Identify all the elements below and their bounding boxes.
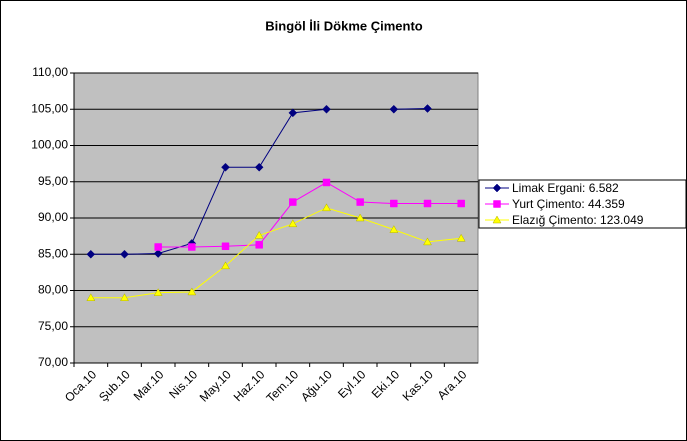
marker (492, 215, 502, 224)
marker (355, 213, 365, 222)
marker (153, 249, 163, 258)
legend-label: Elazığ Çimento: 123.049 (512, 213, 644, 227)
y-tick-label: 110,00 (32, 65, 68, 79)
series-line (90, 207, 462, 299)
marker (120, 293, 129, 301)
legend-label: Yurt Çimento: 44.359 (512, 197, 625, 211)
legend-box (478, 179, 687, 229)
y-tick-label: 105,00 (31, 101, 68, 115)
marker (154, 243, 162, 251)
y-tick-label: 90,00 (38, 210, 68, 224)
marker (86, 249, 96, 259)
marker (221, 242, 230, 251)
legend-label: Limak Ergani: 6.582 (512, 181, 619, 195)
marker (423, 237, 432, 246)
y-tick-label: 70,00 (38, 355, 68, 369)
marker (288, 219, 298, 228)
marker (289, 198, 297, 206)
marker (153, 288, 163, 296)
marker (255, 241, 263, 249)
marker (356, 198, 364, 206)
y-tick-label: 100,00 (31, 138, 68, 152)
marker (288, 108, 298, 118)
y-tick-label: 95,00 (38, 174, 68, 188)
marker (389, 104, 399, 114)
marker (493, 200, 501, 208)
marker (457, 199, 465, 208)
marker (120, 249, 129, 259)
y-tick-label: 80,00 (38, 283, 68, 297)
marker (423, 104, 432, 113)
marker (254, 162, 264, 172)
marker (322, 203, 331, 212)
marker (188, 243, 196, 251)
marker (456, 233, 466, 242)
marker (221, 162, 230, 172)
marker (254, 230, 264, 239)
marker (86, 293, 96, 301)
marker (187, 287, 197, 296)
marker (423, 199, 432, 208)
marker (389, 225, 399, 233)
y-tick-label: 75,00 (38, 319, 68, 333)
marker (322, 104, 331, 114)
marker (492, 183, 502, 193)
marker (322, 178, 331, 187)
marker (390, 199, 398, 208)
chart-title: Bingöl İli Dökme Çimento (265, 18, 423, 33)
series-line (90, 108, 428, 255)
y-tick-label: 85,00 (38, 246, 68, 260)
marker (221, 261, 230, 270)
series-line (158, 181, 462, 248)
